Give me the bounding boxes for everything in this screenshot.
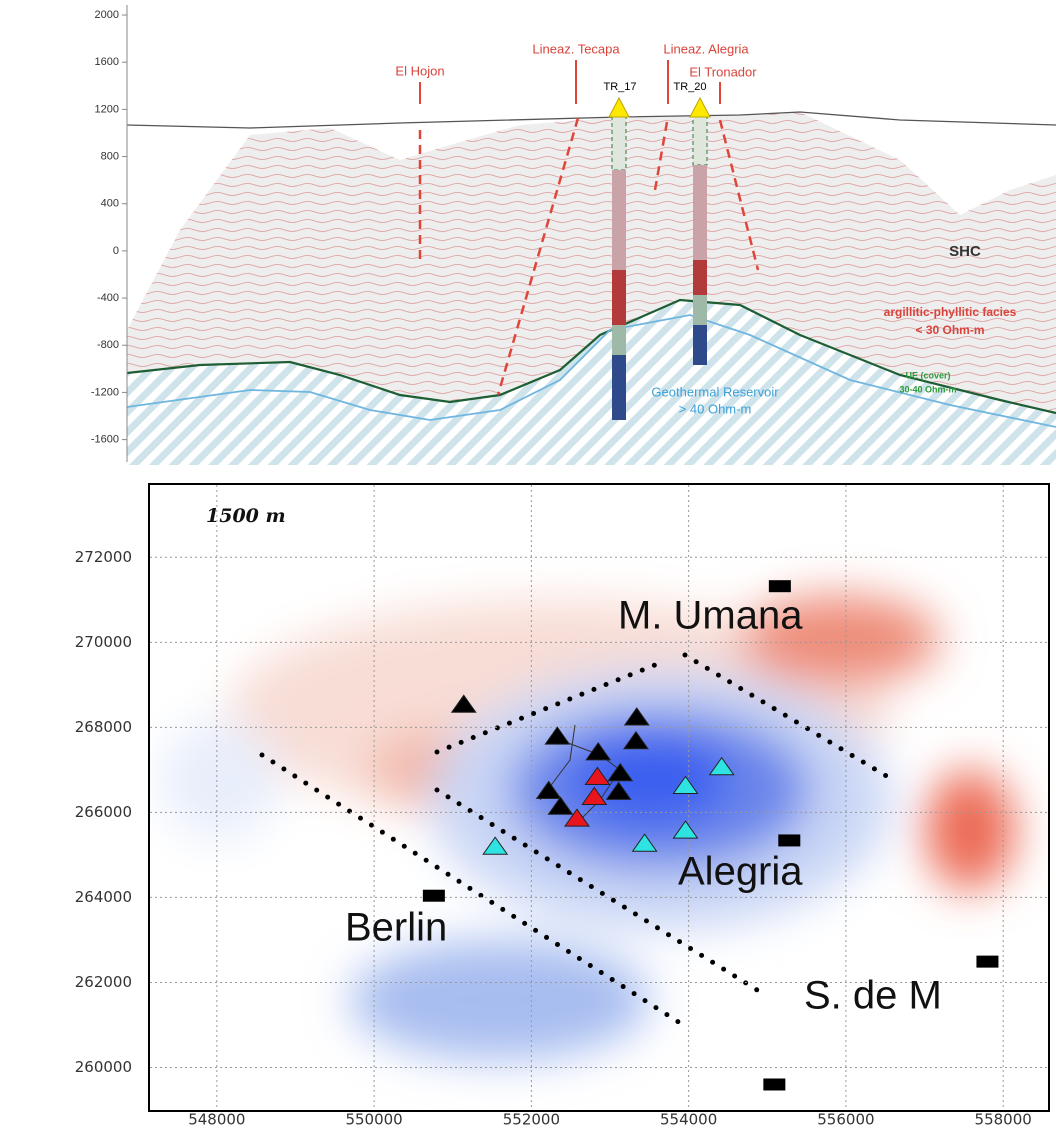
figure: El Hojon Lineaz. Tecapa Lineaz. Alegria …: [0, 0, 1056, 1126]
zone-label: < 30 Ohm-m: [915, 323, 984, 337]
fault-label: El Tronador: [689, 64, 757, 79]
y-tick-label: 262000: [75, 973, 132, 991]
x-tick-label: 550000: [345, 1111, 402, 1126]
y-tick-label: -1600: [91, 433, 119, 445]
x-tick-label: 548000: [188, 1111, 245, 1126]
field: [350, 940, 650, 1060]
x-tick-label: 558000: [975, 1111, 1032, 1126]
field: [160, 720, 280, 840]
well-tr20: [690, 98, 710, 365]
town-marker: [778, 834, 800, 846]
x-tick-label: 554000: [660, 1111, 717, 1126]
well-segment: [693, 260, 707, 295]
fault-label: Lineaz. Alegria: [663, 41, 749, 56]
place-label: S. de M: [804, 974, 942, 1018]
zone-label: > 40 Ohm-m: [679, 401, 752, 416]
well-segment: [612, 355, 626, 420]
y-tick-label: 272000: [75, 548, 132, 566]
scale-label: 1500 m: [206, 505, 286, 527]
y-tick-label: 264000: [75, 888, 132, 906]
well-head: [609, 98, 629, 117]
y-tick-label: 400: [101, 198, 119, 210]
well-segment: [612, 115, 626, 170]
well-tr17: [609, 98, 629, 420]
zone-label: Geothermal Reservoir: [651, 384, 779, 399]
well-label: TR_17: [603, 81, 636, 93]
town-marker: [423, 890, 445, 902]
well-segment: [693, 325, 707, 365]
fault-label: Lineaz. Tecapa: [532, 41, 620, 56]
well-label: TR_20: [673, 81, 706, 93]
field: [925, 770, 1015, 890]
y-tick-label: 1600: [95, 56, 119, 68]
town-marker: [769, 580, 791, 592]
place-label: M. Umana: [618, 594, 803, 638]
y-tick-label: 266000: [75, 803, 132, 821]
x-tick-label: 552000: [503, 1111, 560, 1126]
town-marker: [976, 956, 998, 968]
y-tick-label: -800: [97, 339, 119, 351]
x-tick-label: 556000: [817, 1111, 874, 1126]
y-tick-label: 2000: [95, 9, 119, 21]
y-tick-label: 268000: [75, 718, 132, 736]
place-label: Alegria: [678, 850, 803, 894]
well-segment: [612, 325, 626, 355]
town-marker: [763, 1078, 785, 1090]
well-segment: [612, 170, 626, 270]
well-segment: [693, 295, 707, 325]
zone-label: 30-40 Ohm-m: [899, 384, 956, 394]
cross-section-art: [127, 5, 1056, 465]
well-segment: [612, 270, 626, 325]
well-segment: [693, 115, 707, 165]
y-tick-label: 0: [113, 245, 119, 257]
y-tick-label: 1200: [95, 103, 119, 115]
fault-label: El Hojon: [395, 63, 444, 78]
place-label: Berlin: [345, 906, 447, 950]
y-tick-label: 800: [101, 150, 119, 162]
y-tick-label: 260000: [75, 1058, 132, 1076]
well-head: [690, 98, 710, 117]
y-tick-label: -1200: [91, 386, 119, 398]
y-tick-label: -400: [97, 292, 119, 304]
y-tick-label: 270000: [75, 633, 132, 651]
zone-label: argillitic-phyllitic facies: [884, 305, 1017, 319]
well-segment: [693, 165, 707, 260]
zone-label: SHC: [949, 243, 981, 260]
zone-label: UE (cover): [905, 370, 950, 380]
